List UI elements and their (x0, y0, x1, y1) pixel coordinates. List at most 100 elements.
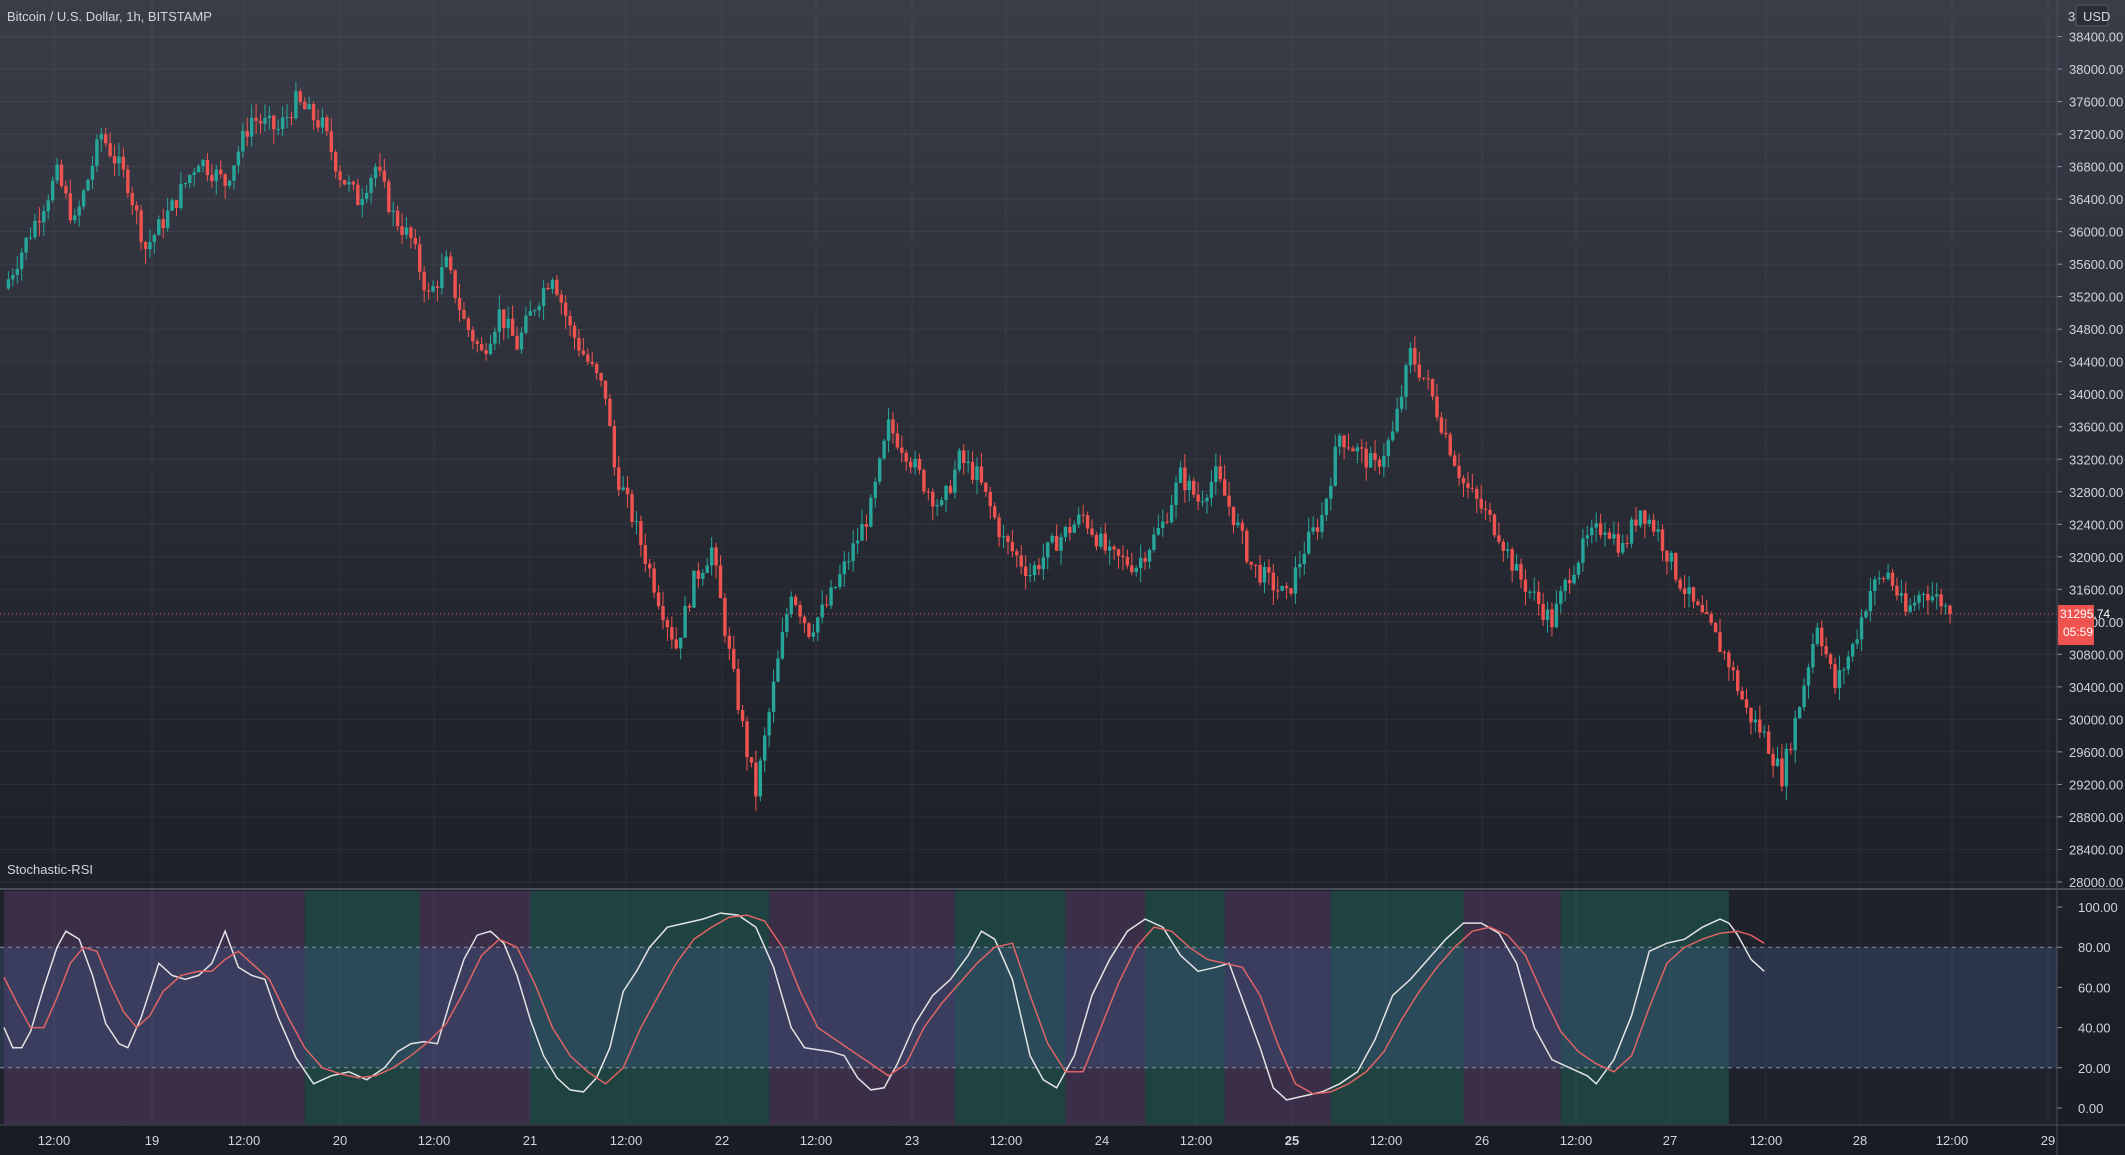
symbol-title[interactable]: Bitcoin / U.S. Dollar, 1h, BITSTAMP (7, 9, 212, 24)
candle-body (572, 325, 577, 339)
candle-body (161, 219, 165, 229)
candle (1696, 598, 1700, 607)
candle-body (1112, 546, 1116, 550)
candle-body (661, 606, 665, 621)
price-tick-label: 29200.00 (2069, 777, 2123, 792)
candle-body (1262, 566, 1267, 583)
candle-body (1094, 534, 1099, 547)
candle-body (948, 485, 953, 493)
candle-body (1169, 505, 1174, 523)
price-tick-label: 30000.00 (2069, 712, 2123, 727)
candle-body (165, 210, 170, 229)
candle (895, 422, 900, 450)
candle-body (1103, 533, 1107, 551)
countdown-label: 05:59 (2063, 625, 2093, 639)
candle-body (1815, 627, 1820, 644)
candle (966, 450, 970, 474)
candle-body (276, 128, 280, 130)
candle-body (1846, 656, 1850, 670)
candle (1811, 633, 1815, 674)
candle (1740, 686, 1744, 701)
candle-body (1413, 348, 1417, 365)
candle (1638, 510, 1643, 529)
candle-body (506, 318, 510, 329)
candle (670, 616, 674, 649)
time-axis[interactable]: 12:00 19 12:00 20 12:00 21 12:00 22 12:00 23 12:00… (0, 1124, 2125, 1148)
candle (811, 623, 816, 642)
candle (1355, 443, 1360, 464)
candle-body (718, 565, 723, 599)
session-band (1224, 891, 1331, 1124)
candle-body (471, 329, 475, 342)
candle (90, 155, 95, 190)
candle (404, 217, 409, 239)
candle-body (1355, 447, 1360, 452)
candle-body (1452, 455, 1457, 466)
candle-body (1116, 549, 1121, 556)
candle-body (1806, 667, 1811, 686)
candle (342, 179, 347, 186)
candle (935, 499, 939, 516)
candle (258, 113, 263, 134)
price-tick-label: 29600.00 (2069, 745, 2123, 760)
candle (922, 468, 926, 495)
candle-body (369, 178, 373, 193)
candle-body (1881, 578, 1886, 580)
candle-body (652, 568, 656, 593)
candle-body (1377, 459, 1382, 467)
candle (81, 188, 86, 210)
candle (1842, 667, 1846, 685)
candle (1806, 663, 1811, 699)
candle-body (289, 117, 294, 119)
candle (1413, 335, 1417, 372)
candle (391, 202, 395, 227)
candle (1758, 705, 1762, 738)
candle (1138, 544, 1143, 583)
candle (1541, 592, 1545, 626)
candle (422, 266, 426, 303)
candle-body (1200, 501, 1205, 503)
price-tick-label: 28800.00 (2069, 810, 2123, 825)
currency-button[interactable]: USD (2075, 4, 2110, 27)
candle-body (1656, 529, 1660, 532)
candle (1864, 608, 1868, 619)
candle (435, 280, 440, 302)
candle (546, 282, 550, 291)
indicator-title[interactable]: Stochastic-RSI (7, 862, 93, 877)
candle (1298, 551, 1302, 579)
candle (1307, 517, 1311, 556)
candle (219, 160, 223, 179)
candle-body (462, 310, 466, 319)
candle (1895, 577, 1899, 601)
candle (1284, 582, 1289, 600)
candle (767, 707, 771, 748)
candle (1550, 602, 1554, 637)
candle (855, 527, 860, 554)
candle (46, 194, 50, 220)
candle-body (112, 155, 117, 164)
candle (1077, 507, 1081, 529)
price-axis[interactable]: 28000.00 28400.00 28800.00 29200.00 29600.00… (2056, 0, 2123, 1155)
candle-body (648, 563, 652, 569)
candle-body (1099, 533, 1103, 547)
candle (409, 225, 413, 249)
candle-body (519, 332, 524, 350)
candle (692, 570, 696, 608)
candle (510, 305, 515, 337)
candle (448, 251, 453, 274)
candle (285, 104, 289, 129)
candle-body (546, 287, 550, 290)
candle (1545, 601, 1550, 633)
candle-body (568, 315, 572, 326)
candle (528, 300, 533, 316)
candle-body (404, 227, 409, 235)
candle (1377, 456, 1382, 475)
candle-body (966, 461, 970, 464)
candle-body (1828, 654, 1833, 665)
candle-body (621, 487, 625, 490)
candle-body (1351, 448, 1355, 452)
candle (1567, 568, 1572, 595)
candle-body (351, 181, 356, 185)
candle-body (515, 335, 519, 350)
